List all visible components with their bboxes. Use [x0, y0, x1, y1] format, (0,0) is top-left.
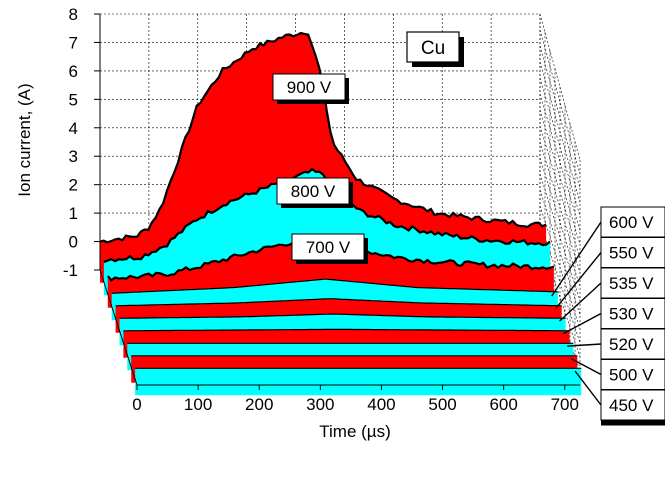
leader-line — [567, 343, 602, 347]
y-tick-label: 7 — [69, 33, 78, 52]
y-tick-label: 2 — [69, 176, 78, 195]
side-label-shadow — [601, 420, 665, 426]
side-label: 500 V — [609, 366, 654, 385]
material-label-box: Cu — [406, 31, 464, 67]
grid-line-side — [539, 45, 581, 189]
x-tick-label: 200 — [245, 395, 273, 414]
x-tick-label: 400 — [367, 395, 395, 414]
series-label-box — [272, 73, 346, 101]
leader-line — [559, 282, 602, 322]
x-tick-label: 700 — [551, 395, 579, 414]
leader-line — [555, 252, 602, 310]
y-tick-label: 6 — [69, 62, 78, 81]
series-area-450v — [135, 368, 582, 396]
series-layer — [99, 31, 582, 396]
side-label: 600 V — [609, 213, 654, 232]
leader-line — [551, 221, 602, 297]
axis-layer: -1 0 1 2 3 4 5 6 7 8 0 100 200 300 400 500 600 700 — [63, 5, 580, 414]
series-line-530v — [123, 328, 570, 332]
x-axis-title: Time (µs) — [319, 422, 391, 441]
grid-line-side — [539, 157, 581, 287]
label-layer: 900 V 800 V 700 V 600 V 550 V 535 V 530 V 520 V… — [272, 73, 665, 426]
grid-line-side — [539, 221, 581, 343]
y-tick-label: 0 — [69, 233, 78, 252]
series-label-box — [276, 177, 350, 205]
leader-line — [563, 312, 602, 335]
series-line-600v — [111, 278, 558, 294]
x-tick-label: 0 — [132, 395, 141, 414]
leader-line — [570, 358, 602, 376]
y-tick-label: 8 — [69, 5, 78, 24]
material-label: Cu — [421, 38, 445, 59]
x-tick-label: 600 — [489, 395, 517, 414]
y-tick-label: 4 — [69, 119, 78, 138]
side-label: 450 V — [609, 396, 654, 415]
floor-left-edge — [99, 269, 138, 386]
series-label: 700 V — [306, 238, 351, 257]
y-tick-label: 3 — [69, 147, 78, 166]
leader-line — [574, 370, 602, 406]
side-label-box — [600, 389, 665, 421]
grid-line-side — [539, 109, 581, 245]
series-line-550v — [115, 298, 562, 307]
side-label: 530 V — [609, 305, 654, 324]
side-label: 520 V — [609, 335, 654, 354]
x-tick-label: 500 — [428, 395, 456, 414]
series-label: 800 V — [291, 182, 336, 201]
side-label: 535 V — [609, 274, 654, 293]
series-label: 900 V — [287, 78, 332, 97]
side-label: 550 V — [609, 244, 654, 263]
y-tick-label: -1 — [63, 261, 78, 280]
y-tick-label: 1 — [69, 204, 78, 223]
side-label-box — [600, 298, 665, 329]
y-axis-title: Ion current, (A) — [15, 83, 34, 196]
y-tick-label: 5 — [69, 90, 78, 109]
series-line-535v — [119, 313, 566, 319]
grid-line-side — [539, 13, 581, 161]
x-tick-label: 100 — [184, 395, 212, 414]
side-label-box — [600, 237, 665, 268]
x-tick-label: 300 — [306, 395, 334, 414]
grid-line-side — [539, 29, 581, 175]
series-label-box — [291, 233, 365, 261]
